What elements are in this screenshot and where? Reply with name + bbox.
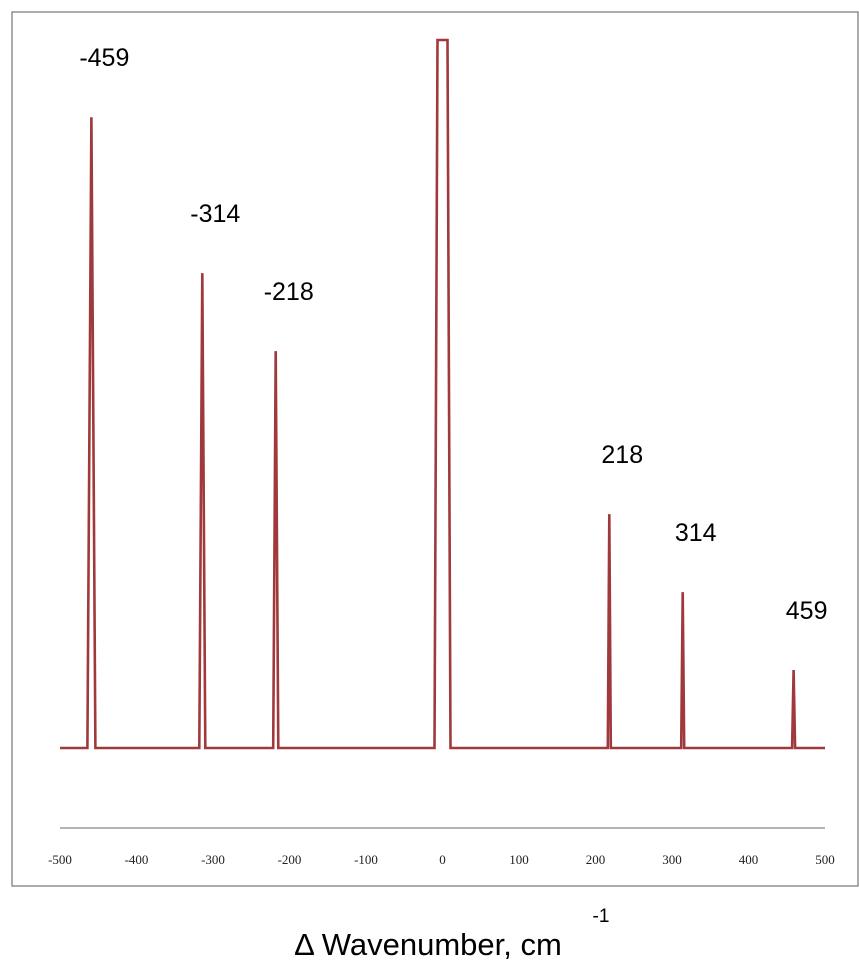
x-tick-label: 500 [815,852,835,867]
x-tick-label: 300 [662,852,682,867]
x-tick-label: 100 [509,852,529,867]
x-axis-unit-superscript: -1 [593,906,610,927]
peak-label: -314 [190,200,240,228]
x-tick-label: -300 [201,852,225,867]
peak-label: 459 [786,597,828,625]
x-axis-label: Δ Wavenumber, cm [294,927,562,962]
spectrum-series [60,38,825,750]
x-tick-label: -400 [125,852,149,867]
x-tick-label: -500 [48,852,72,867]
peak-labels: -459 -314 -218 218 314 459 [79,44,827,625]
peak-label: 314 [675,519,717,547]
peak-label: -218 [264,278,314,306]
plot-frame [11,11,859,887]
x-tick-label: 0 [439,852,446,867]
spectrum-line [60,38,825,750]
x-tick-labels: -500 -400 -300 -200 -100 0 100 200 300 400 500 [48,852,835,867]
x-tick-label: -200 [278,852,302,867]
peak-label: 218 [601,441,643,469]
x-tick-label: -100 [354,852,378,867]
peak-label: -459 [79,44,129,72]
x-tick-label: 200 [586,852,606,867]
x-tick-label: 400 [739,852,759,867]
